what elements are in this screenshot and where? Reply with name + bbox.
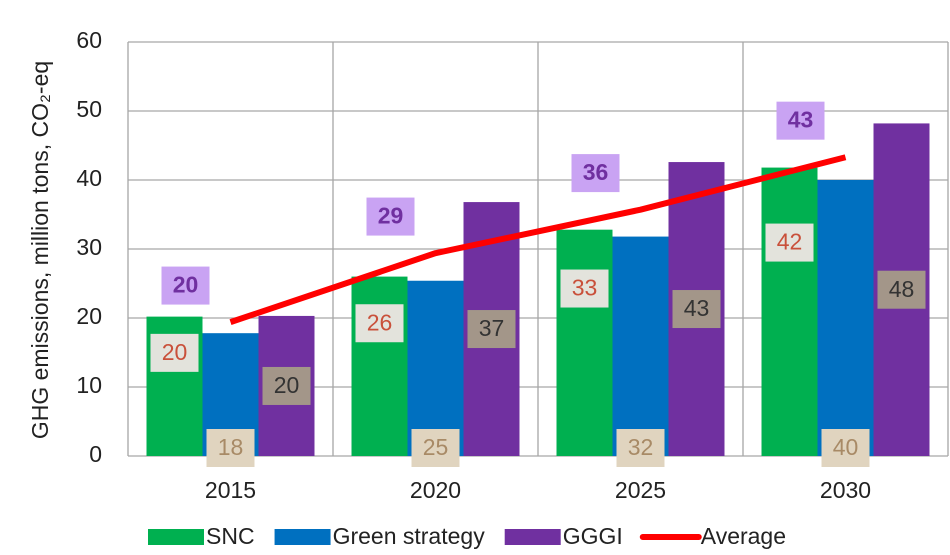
legend-swatch [148, 529, 204, 545]
data-label-box [150, 333, 199, 372]
data-label-box [355, 304, 404, 343]
data-label-box [206, 429, 255, 467]
x-tick-label: 2020 [410, 477, 461, 503]
x-tick-label: 2025 [615, 477, 666, 503]
data-label-box [560, 269, 609, 308]
data-label: 42 [777, 229, 803, 255]
data-label: 18 [218, 434, 244, 460]
data-label-box [765, 223, 814, 262]
bar [407, 280, 464, 456]
data-label-box [672, 290, 721, 329]
legend-label: Average [701, 523, 786, 549]
y-tick-label: 30 [76, 234, 102, 260]
data-label-box [877, 270, 926, 309]
data-label-box [411, 429, 460, 467]
bar [556, 229, 613, 456]
y-tick-label: 20 [76, 303, 102, 329]
bar [817, 180, 874, 456]
data-label: 20 [173, 272, 199, 298]
data-label: 32 [628, 434, 654, 460]
y-tick-label: 40 [76, 165, 102, 191]
x-tick-label: 2030 [820, 477, 871, 503]
y-axis-title: GHG emissions, million tons, CO₂-eq [27, 61, 53, 439]
legend-label: GGGI [563, 523, 623, 549]
legend-swatch [274, 529, 331, 545]
data-label-box [776, 101, 825, 140]
data-label: 29 [378, 203, 404, 229]
legend-swatch [504, 529, 561, 545]
data-label-box [161, 266, 210, 305]
data-label: 33 [572, 275, 598, 301]
y-tick-label: 60 [76, 27, 102, 53]
data-label: 26 [367, 309, 393, 335]
data-label: 20 [162, 339, 188, 365]
data-label-box [571, 154, 620, 193]
data-label-box [616, 429, 665, 467]
legend-label: Green strategy [333, 523, 486, 549]
y-tick-label: 0 [89, 441, 102, 467]
bar [761, 167, 818, 456]
data-label: 43 [788, 107, 814, 133]
y-tick-label: 50 [76, 96, 102, 122]
data-label: 36 [583, 159, 609, 185]
bar [351, 276, 408, 456]
data-label: 43 [684, 295, 710, 321]
data-label: 40 [833, 434, 859, 460]
data-label: 25 [423, 434, 449, 460]
data-label: 37 [479, 315, 505, 341]
y-tick-label: 10 [76, 372, 102, 398]
data-label: 48 [889, 276, 915, 302]
x-tick-label: 2015 [205, 477, 256, 503]
data-label-box [262, 366, 311, 405]
data-label-box [366, 197, 415, 236]
data-label: 20 [274, 372, 300, 398]
line [229, 154, 847, 325]
data-label-box [821, 429, 870, 467]
legend-label: SNC [206, 523, 255, 549]
bar [612, 236, 669, 456]
data-label-box [467, 310, 516, 349]
